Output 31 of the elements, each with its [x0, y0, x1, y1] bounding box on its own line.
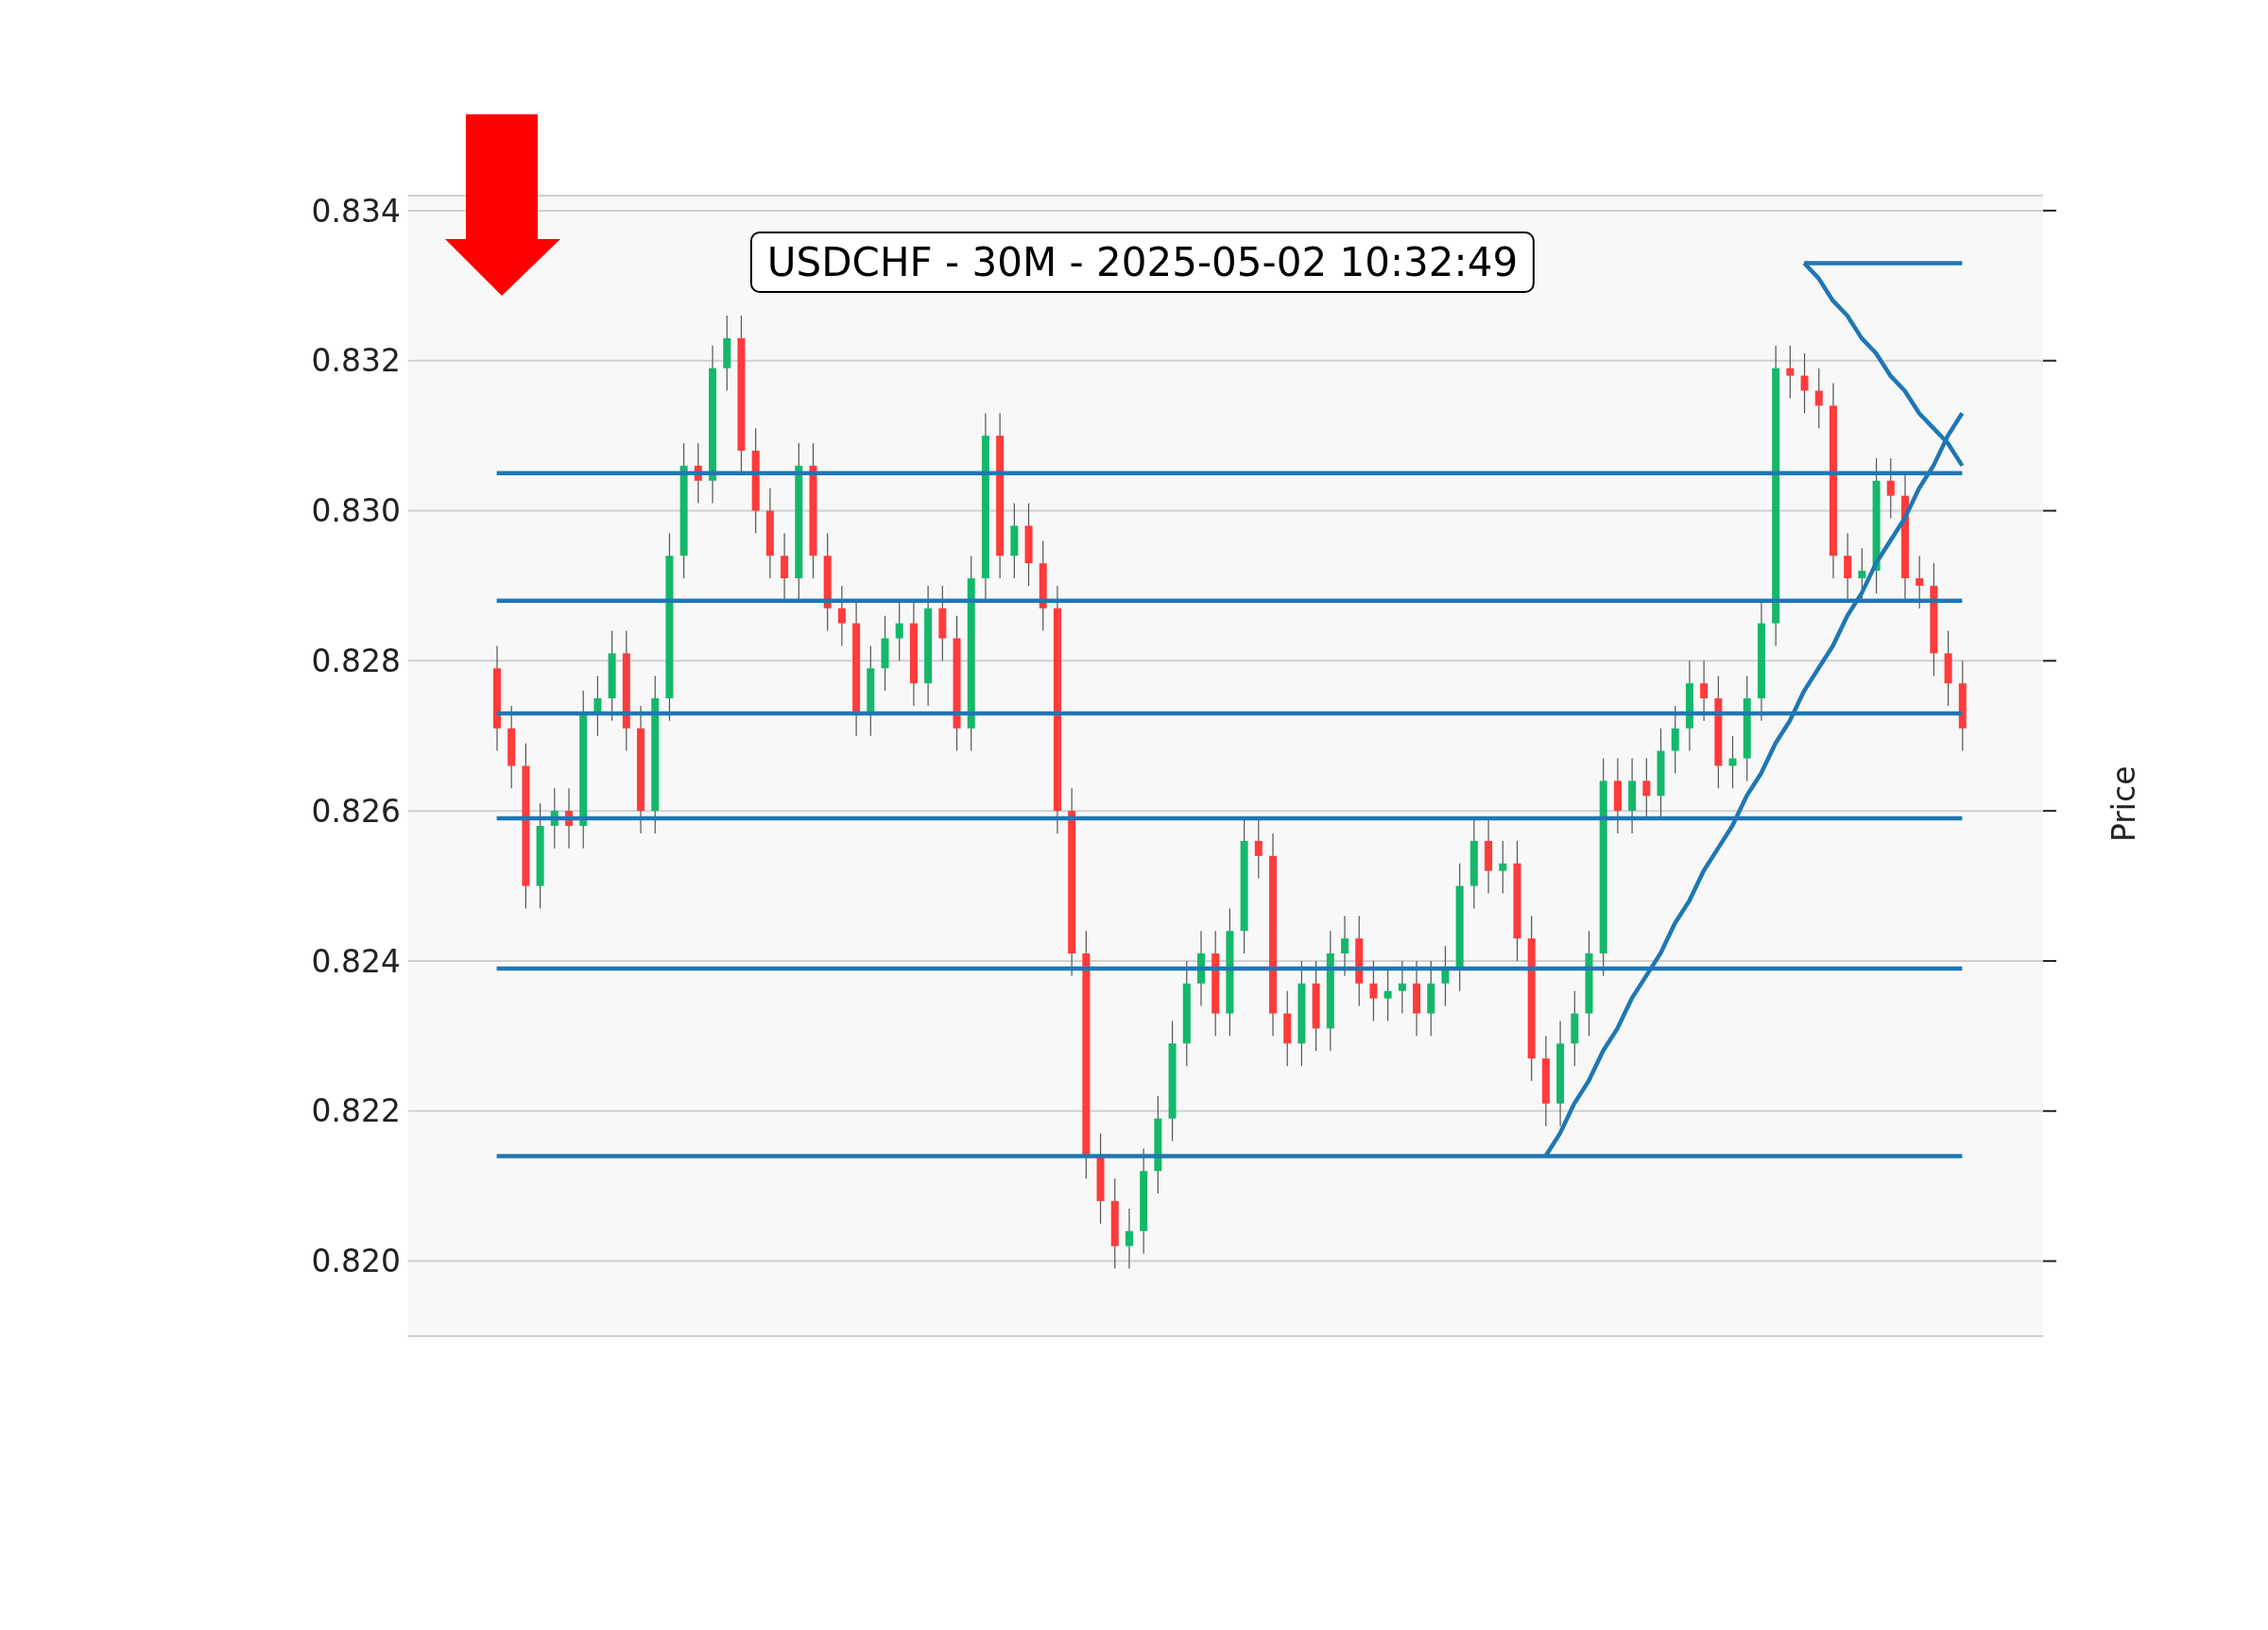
candlestick [1858, 547, 1866, 602]
y-tick-label: 0.822 [311, 1092, 401, 1130]
candlestick [1369, 960, 1378, 1022]
candlestick [1499, 840, 1507, 895]
candlestick [1728, 735, 1737, 789]
candlestick [1814, 368, 1823, 429]
y-axis-title: Price [2105, 765, 2142, 843]
candlestick [1642, 757, 1651, 819]
candlestick [1800, 352, 1809, 414]
candlestick [895, 600, 903, 661]
candlestick [1383, 968, 1392, 1022]
y-tick-label: 0.820 [311, 1243, 401, 1280]
candlestick [1671, 705, 1679, 775]
candlestick [1125, 1208, 1133, 1270]
y-tick-label: 0.830 [311, 492, 401, 530]
y-tick-label: 0.834 [311, 192, 401, 230]
y-tick-label: 0.824 [311, 942, 401, 980]
candlestick [1341, 915, 1349, 977]
y-tick-label: 0.828 [311, 643, 401, 680]
candlestick [1786, 345, 1795, 399]
candlestick [1886, 457, 1895, 520]
candlestick [1254, 817, 1263, 880]
candlestick [781, 532, 789, 602]
candlestick [1700, 660, 1709, 722]
text: USDCHF - 30M - 2025-05-02 10:32:49 [749, 232, 1536, 293]
y-tick-label: 0.826 [311, 792, 401, 830]
candlestick [1916, 555, 1924, 609]
candlestick [1398, 960, 1406, 1015]
candlestick [1844, 532, 1852, 602]
y-tick-label: 0.832 [311, 342, 401, 380]
candlestick [837, 585, 846, 647]
